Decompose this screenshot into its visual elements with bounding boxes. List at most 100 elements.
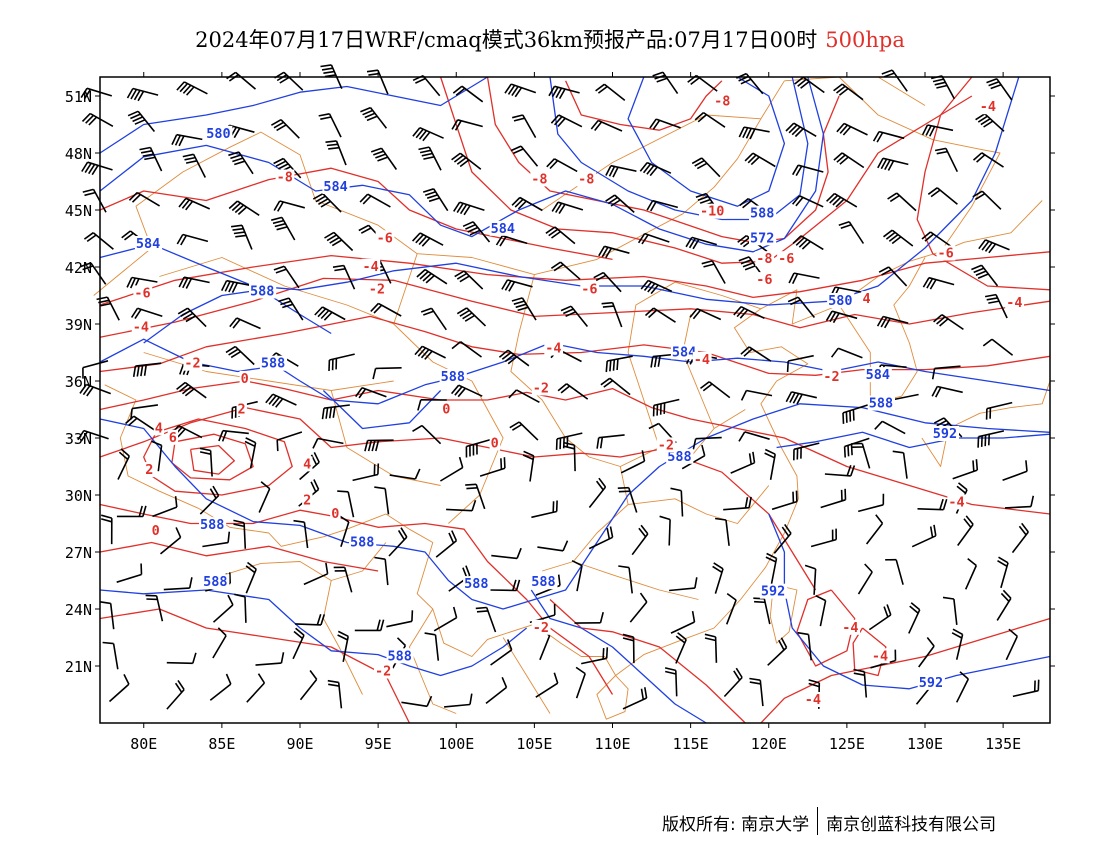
wind-barb-flag: [315, 195, 326, 203]
wind-barb-staff: [800, 235, 824, 251]
wind-barb-flag: [933, 314, 943, 323]
wind-barb-flag: [934, 81, 946, 86]
wind-barb-staff: [485, 607, 497, 633]
wind-barb-flag: [507, 356, 518, 365]
wind-barb-staff: [675, 639, 687, 664]
contour-label: 592: [933, 426, 957, 442]
wind-barb-staff: [149, 147, 163, 172]
wind-barb-flag: [225, 345, 236, 354]
wind-barb-flag: [607, 196, 618, 205]
wind-barb-flag: [605, 360, 608, 373]
wind-barb-flag: [714, 517, 727, 521]
contour-label-bg: [386, 648, 414, 664]
wind-barb-flag: [740, 390, 748, 401]
wind-barb-flag: [794, 76, 804, 85]
wind-barb-flag: [643, 281, 653, 292]
contour-label: 0: [241, 371, 249, 387]
contour-label: 584: [672, 344, 696, 360]
contour-label-bg: [205, 125, 233, 141]
wind-barb-staff: [813, 568, 817, 595]
wind-barb-staff: [957, 523, 974, 546]
wind-barb-staff: [183, 81, 208, 95]
wind-barb-flag: [325, 407, 329, 419]
wind-barb-staff: [378, 259, 392, 284]
wind-barb-flag: [797, 78, 807, 87]
border-line: [159, 257, 394, 325]
wind-barb-staff: [283, 265, 300, 289]
wind-barb-flag: [130, 89, 138, 100]
wind-barb-staff: [870, 659, 896, 669]
contour-label: 592: [761, 584, 785, 600]
wind-barb-flag: [665, 670, 677, 675]
wind-barb-flag: [616, 358, 619, 371]
wind-barb-flag: [270, 216, 283, 221]
wind-barb-flag: [280, 652, 285, 664]
wind-barb-staff: [865, 522, 884, 545]
wind-barb-flag: [422, 131, 431, 142]
wind-barb-flag: [453, 154, 464, 163]
wind-barb-flag: [130, 113, 141, 120]
wind-barb-flag: [609, 360, 612, 372]
wind-barb-flag: [125, 415, 135, 425]
lon-label: 85E: [208, 735, 235, 753]
wind-barb-flag: [418, 235, 428, 246]
wind-barb-flag: [878, 266, 890, 273]
wind-barb-staff: [752, 152, 776, 168]
wind-barb-flag: [456, 202, 464, 214]
wind-barb-staff: [891, 69, 908, 92]
wind-barb-flag: [984, 293, 997, 298]
wind-barb-flag: [411, 610, 414, 622]
wind-barb-staff: [522, 114, 537, 138]
wind-barb-flag: [454, 386, 463, 396]
wind-barb-flag: [380, 619, 385, 631]
wind-barb-staff: [90, 262, 107, 285]
wind-barb-flag: [609, 526, 614, 538]
contour-label-bg: [699, 203, 727, 219]
wind-barb-flag: [648, 309, 658, 319]
wind-barb-staff: [748, 346, 772, 362]
wind-barb-flag: [886, 604, 892, 616]
wind-barb-flag: [96, 296, 108, 301]
wind-barb-flag: [506, 639, 513, 651]
wind-barb-staff: [588, 536, 613, 550]
wind-barb-flag: [839, 124, 849, 134]
wind-barb-staff: [730, 462, 755, 474]
contour-label: 580: [828, 293, 852, 309]
wind-barb-flag: [77, 430, 85, 441]
wind-barb-flag: [740, 259, 752, 265]
wind-barb-flag: [84, 191, 96, 197]
lon-label: 100E: [438, 735, 474, 753]
wind-barb-flag: [640, 688, 645, 700]
wind-barb-flag: [175, 527, 182, 538]
wind-barb-flag: [590, 119, 599, 130]
wind-barb-flag: [833, 83, 843, 92]
wind-barb-flag: [511, 86, 519, 97]
lon-label: 120E: [751, 735, 787, 753]
wind-barb-flag: [977, 115, 988, 123]
wind-barb-staff: [955, 634, 964, 660]
lat-label: 39N: [65, 316, 92, 334]
wind-barb-flag: [563, 441, 575, 446]
height-contour: [99, 76, 825, 253]
wind-barb-flag: [228, 348, 239, 356]
wind-barb-flag: [696, 162, 708, 170]
wind-barb-flag: [593, 271, 604, 279]
wind-barb-flag: [265, 393, 274, 404]
wind-barb-flag: [235, 234, 247, 238]
wind-barb-staff: [282, 157, 302, 179]
wind-barb-staff: [322, 306, 346, 321]
wind-barb-flag: [603, 379, 614, 388]
wind-barb-flag: [328, 407, 333, 419]
wind-barb-staff: [878, 130, 905, 140]
wind-barb-flag: [884, 159, 891, 170]
wind-barb-flag: [598, 245, 606, 257]
wind-barb-staff: [422, 75, 441, 97]
wind-barb-flag: [233, 127, 241, 139]
wind-barb-staff: [861, 443, 871, 469]
wind-barb-staff: [183, 276, 210, 284]
temperature-contour: [99, 380, 1051, 515]
contour-label-bg: [755, 251, 775, 267]
contour-label-bg: [759, 583, 788, 599]
wind-barb-flag: [86, 234, 97, 243]
wind-barb-flag: [176, 234, 184, 245]
